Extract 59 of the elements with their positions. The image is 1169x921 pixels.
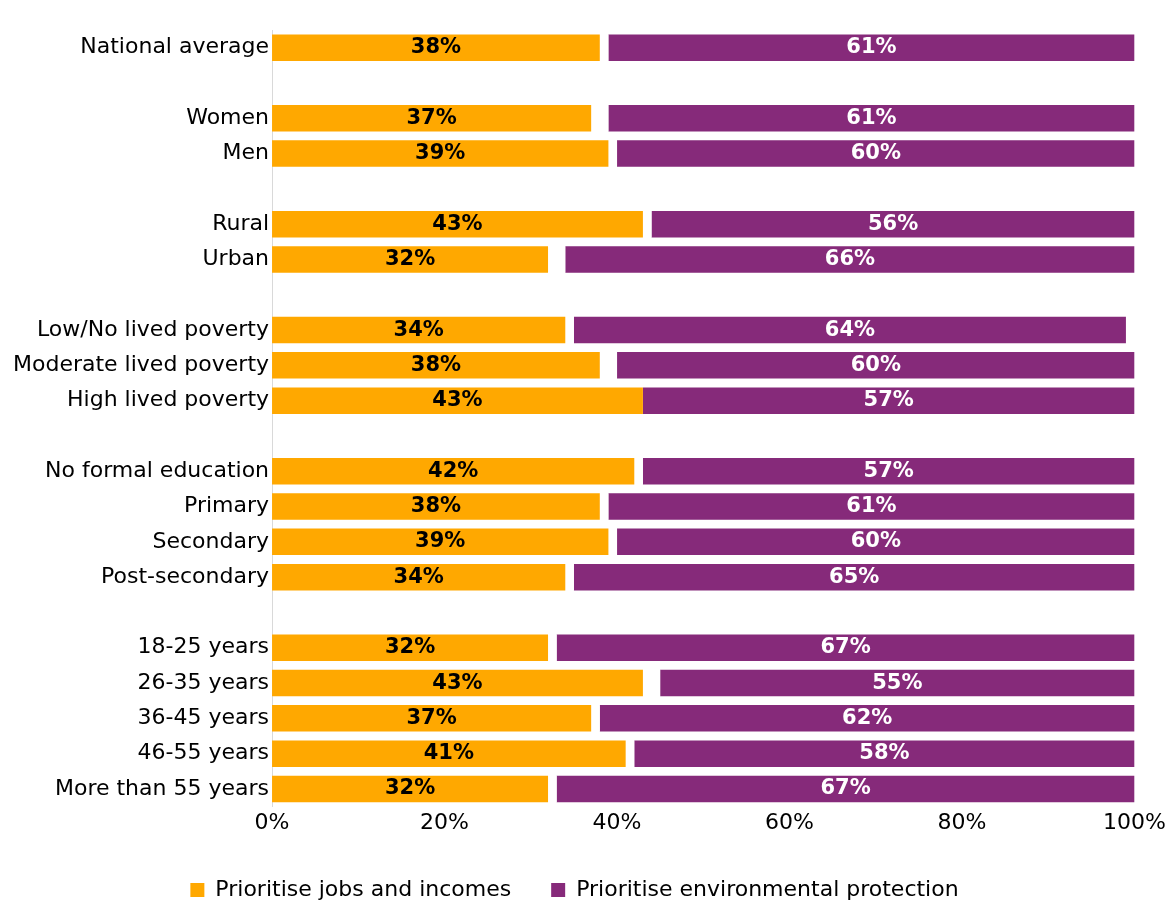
data-label: 43% [432, 210, 483, 235]
data-label: 38% [410, 34, 462, 59]
y-tick-label: 18-25 years [137, 633, 270, 659]
data-label: 57% [863, 387, 914, 412]
legend-label: Prioritise environmental protection [576, 875, 959, 901]
data-label: 56% [867, 210, 919, 235]
x-tick-label: 80% [937, 808, 987, 834]
data-label: 43% [432, 387, 483, 412]
data-label: 32% [384, 775, 436, 800]
data-label: 39% [415, 528, 466, 553]
data-label: 65% [829, 563, 880, 588]
data-label: 58% [859, 740, 910, 765]
data-label: 43% [432, 669, 483, 694]
y-tick-label: Secondary [152, 527, 270, 553]
y-tick-label: Men [222, 139, 270, 165]
y-tick-label: 36-45 years [137, 704, 270, 730]
y-tick-label: Moderate lived poverty [13, 351, 270, 377]
y-tick-label: Women [186, 103, 270, 129]
y-tick-label: National average [80, 33, 270, 59]
y-tick-label: Primary [184, 492, 270, 518]
data-label: 57% [863, 457, 914, 482]
data-label: 34% [393, 563, 444, 588]
data-label: 66% [824, 245, 876, 270]
x-tick-label: 20% [420, 808, 469, 834]
data-label: 60% [850, 140, 901, 164]
data-label: 41% [423, 740, 474, 765]
data-label: 42% [428, 457, 479, 482]
data-label: 38% [410, 493, 462, 517]
data-label: 61% [846, 104, 897, 129]
legend-label: Prioritise jobs and incomes [215, 875, 512, 901]
data-label: 61% [846, 34, 897, 59]
data-label: 37% [406, 704, 457, 729]
data-label: 60% [850, 528, 901, 553]
data-label: 67% [820, 775, 871, 800]
x-tick-label: 100% [1103, 808, 1167, 834]
y-tick-label: 46-55 years [137, 739, 270, 765]
x-tick-label: 0% [254, 808, 290, 834]
y-tick-label: Post-secondary [101, 562, 270, 588]
data-label: 34% [393, 316, 444, 341]
data-label: 62% [842, 704, 893, 729]
y-tick-label: More than 55 years [54, 774, 270, 800]
data-label: 37% [406, 104, 457, 129]
data-label: 32% [384, 245, 436, 270]
data-label: 39% [415, 140, 466, 164]
data-label: 32% [384, 634, 436, 659]
data-label: 61% [846, 493, 897, 517]
y-tick-label: Low/No lived poverty [36, 315, 270, 341]
x-tick-label: 60% [765, 808, 814, 834]
data-label: 64% [824, 316, 876, 341]
data-label: 38% [410, 351, 462, 376]
y-tick-label: Urban [202, 245, 270, 271]
y-tick-label: Rural [212, 209, 270, 235]
data-label: 67% [820, 634, 871, 659]
y-tick-label: 26-35 years [137, 668, 270, 694]
data-label: 60% [850, 351, 901, 376]
y-tick-label: No formal education [45, 456, 270, 482]
x-tick-label: 40% [592, 808, 642, 834]
y-tick-label: High lived poverty [67, 386, 270, 412]
data-label: 55% [872, 669, 923, 694]
